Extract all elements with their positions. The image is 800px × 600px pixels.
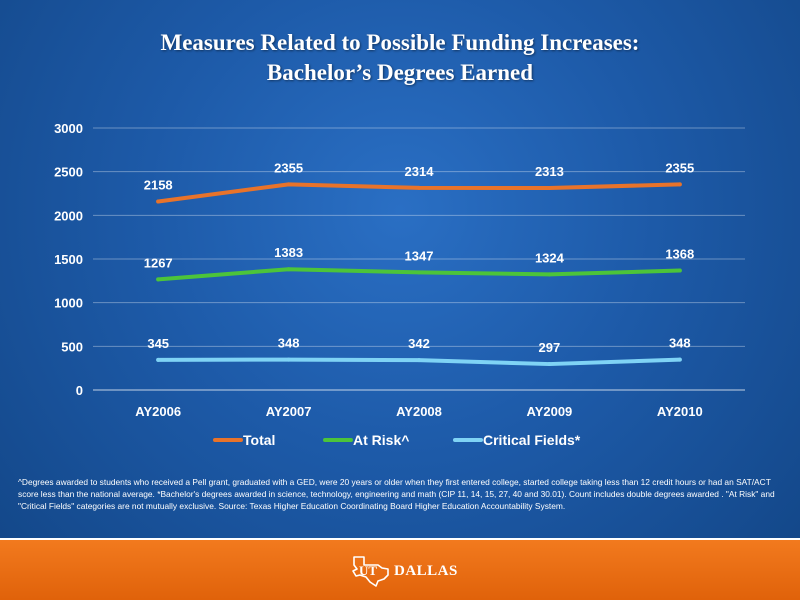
legend-label: At Risk^ (353, 432, 409, 448)
data-point (156, 357, 161, 362)
data-label: 348 (278, 336, 300, 351)
logo-dallas-text: DALLAS (394, 562, 458, 579)
x-tick-label: AY2007 (266, 404, 312, 419)
data-label: 2158 (144, 178, 173, 193)
footnote: ^Degrees awarded to students who receive… (18, 477, 775, 511)
y-tick-label: 1500 (54, 252, 83, 267)
data-point (677, 268, 682, 273)
data-point (417, 270, 421, 275)
ut-dallas-logo: UT DALLAS (348, 555, 458, 587)
y-tick-label: 0 (76, 383, 83, 398)
legend-label: Critical Fields* (483, 432, 581, 448)
line-chart: 0 500 1000 1500 2000 2500 3000 AY2006 AY2007 AY20… (54, 121, 745, 448)
data-label: 2313 (535, 164, 564, 179)
title-line-2: Bachelor’s Degrees Earned (266, 60, 534, 85)
data-label: 345 (147, 336, 169, 351)
data-point (417, 185, 421, 190)
x-tick-label: AY2009 (527, 404, 573, 419)
data-point (677, 182, 682, 187)
y-tick-label: 500 (61, 339, 83, 354)
data-point (547, 362, 552, 367)
data-label: 1324 (535, 250, 565, 265)
data-point (677, 357, 682, 362)
data-point (286, 267, 291, 272)
data-label: 348 (669, 336, 691, 351)
data-point (547, 272, 552, 277)
legend-label: Total (243, 432, 275, 448)
y-tick-label: 3000 (54, 121, 83, 136)
data-point (156, 199, 161, 204)
y-tick-label: 2000 (54, 208, 83, 223)
footer-divider (0, 538, 800, 540)
data-point (156, 277, 161, 282)
data-point (547, 185, 552, 190)
data-label: 2355 (274, 160, 303, 175)
data-label: 2355 (665, 160, 694, 175)
data-label: 1347 (405, 248, 434, 263)
data-label: 2314 (405, 164, 435, 179)
data-label: 342 (408, 336, 430, 351)
data-point (286, 182, 291, 187)
texas-star-icon: UT (348, 555, 392, 587)
title-line-1: Measures Related to Possible Funding Inc… (160, 30, 640, 55)
y-tick-label: 1000 (54, 296, 83, 311)
x-tick-label: AY2006 (135, 404, 181, 419)
logo-ut-text: UT (359, 563, 378, 578)
data-point (417, 358, 421, 363)
data-label: 1267 (144, 255, 173, 270)
x-tick-label: AY2010 (657, 404, 703, 419)
data-point (286, 357, 291, 362)
footer-bar (0, 540, 800, 600)
data-label: 1383 (274, 245, 303, 260)
y-tick-label: 2500 (54, 165, 83, 180)
slide-title: Measures Related to Possible Funding Inc… (0, 28, 800, 88)
x-tick-label: AY2008 (396, 404, 442, 419)
data-label: 297 (539, 340, 561, 355)
data-label: 1368 (665, 247, 694, 262)
